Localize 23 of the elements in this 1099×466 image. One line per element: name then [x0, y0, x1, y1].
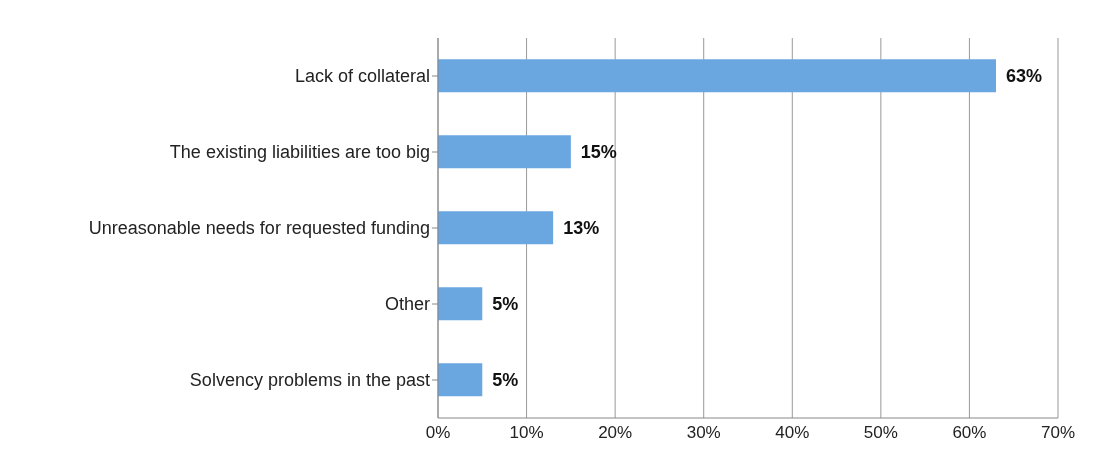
- x-tick-label: 70%: [1040, 423, 1076, 443]
- y-tick-label: Other: [384, 294, 430, 315]
- bar: [438, 211, 554, 245]
- bar: [438, 59, 996, 93]
- bar: [438, 287, 483, 321]
- x-tick-label: 10%: [509, 423, 544, 443]
- data-label: 13%: [563, 218, 600, 239]
- data-label: 5%: [492, 294, 519, 315]
- x-tick-label: 0%: [425, 423, 451, 443]
- x-tick-label: 30%: [686, 423, 721, 443]
- y-tick-label: Solvency problems in the past: [189, 370, 430, 391]
- data-label: 63%: [1006, 66, 1043, 87]
- y-tick-label: Lack of collateral: [294, 66, 430, 87]
- x-tick-label: 60%: [952, 423, 987, 443]
- y-tick-label: Unreasonable needs for requested funding: [88, 218, 430, 239]
- x-tick-label: 40%: [775, 423, 810, 443]
- data-label: 15%: [580, 142, 617, 163]
- bar: [438, 363, 483, 397]
- data-label: 5%: [492, 370, 519, 391]
- y-tick-label: The existing liabilities are too big: [169, 142, 430, 163]
- x-tick-label: 50%: [863, 423, 898, 443]
- x-tick-label: 20%: [598, 423, 633, 443]
- bar: [438, 135, 571, 169]
